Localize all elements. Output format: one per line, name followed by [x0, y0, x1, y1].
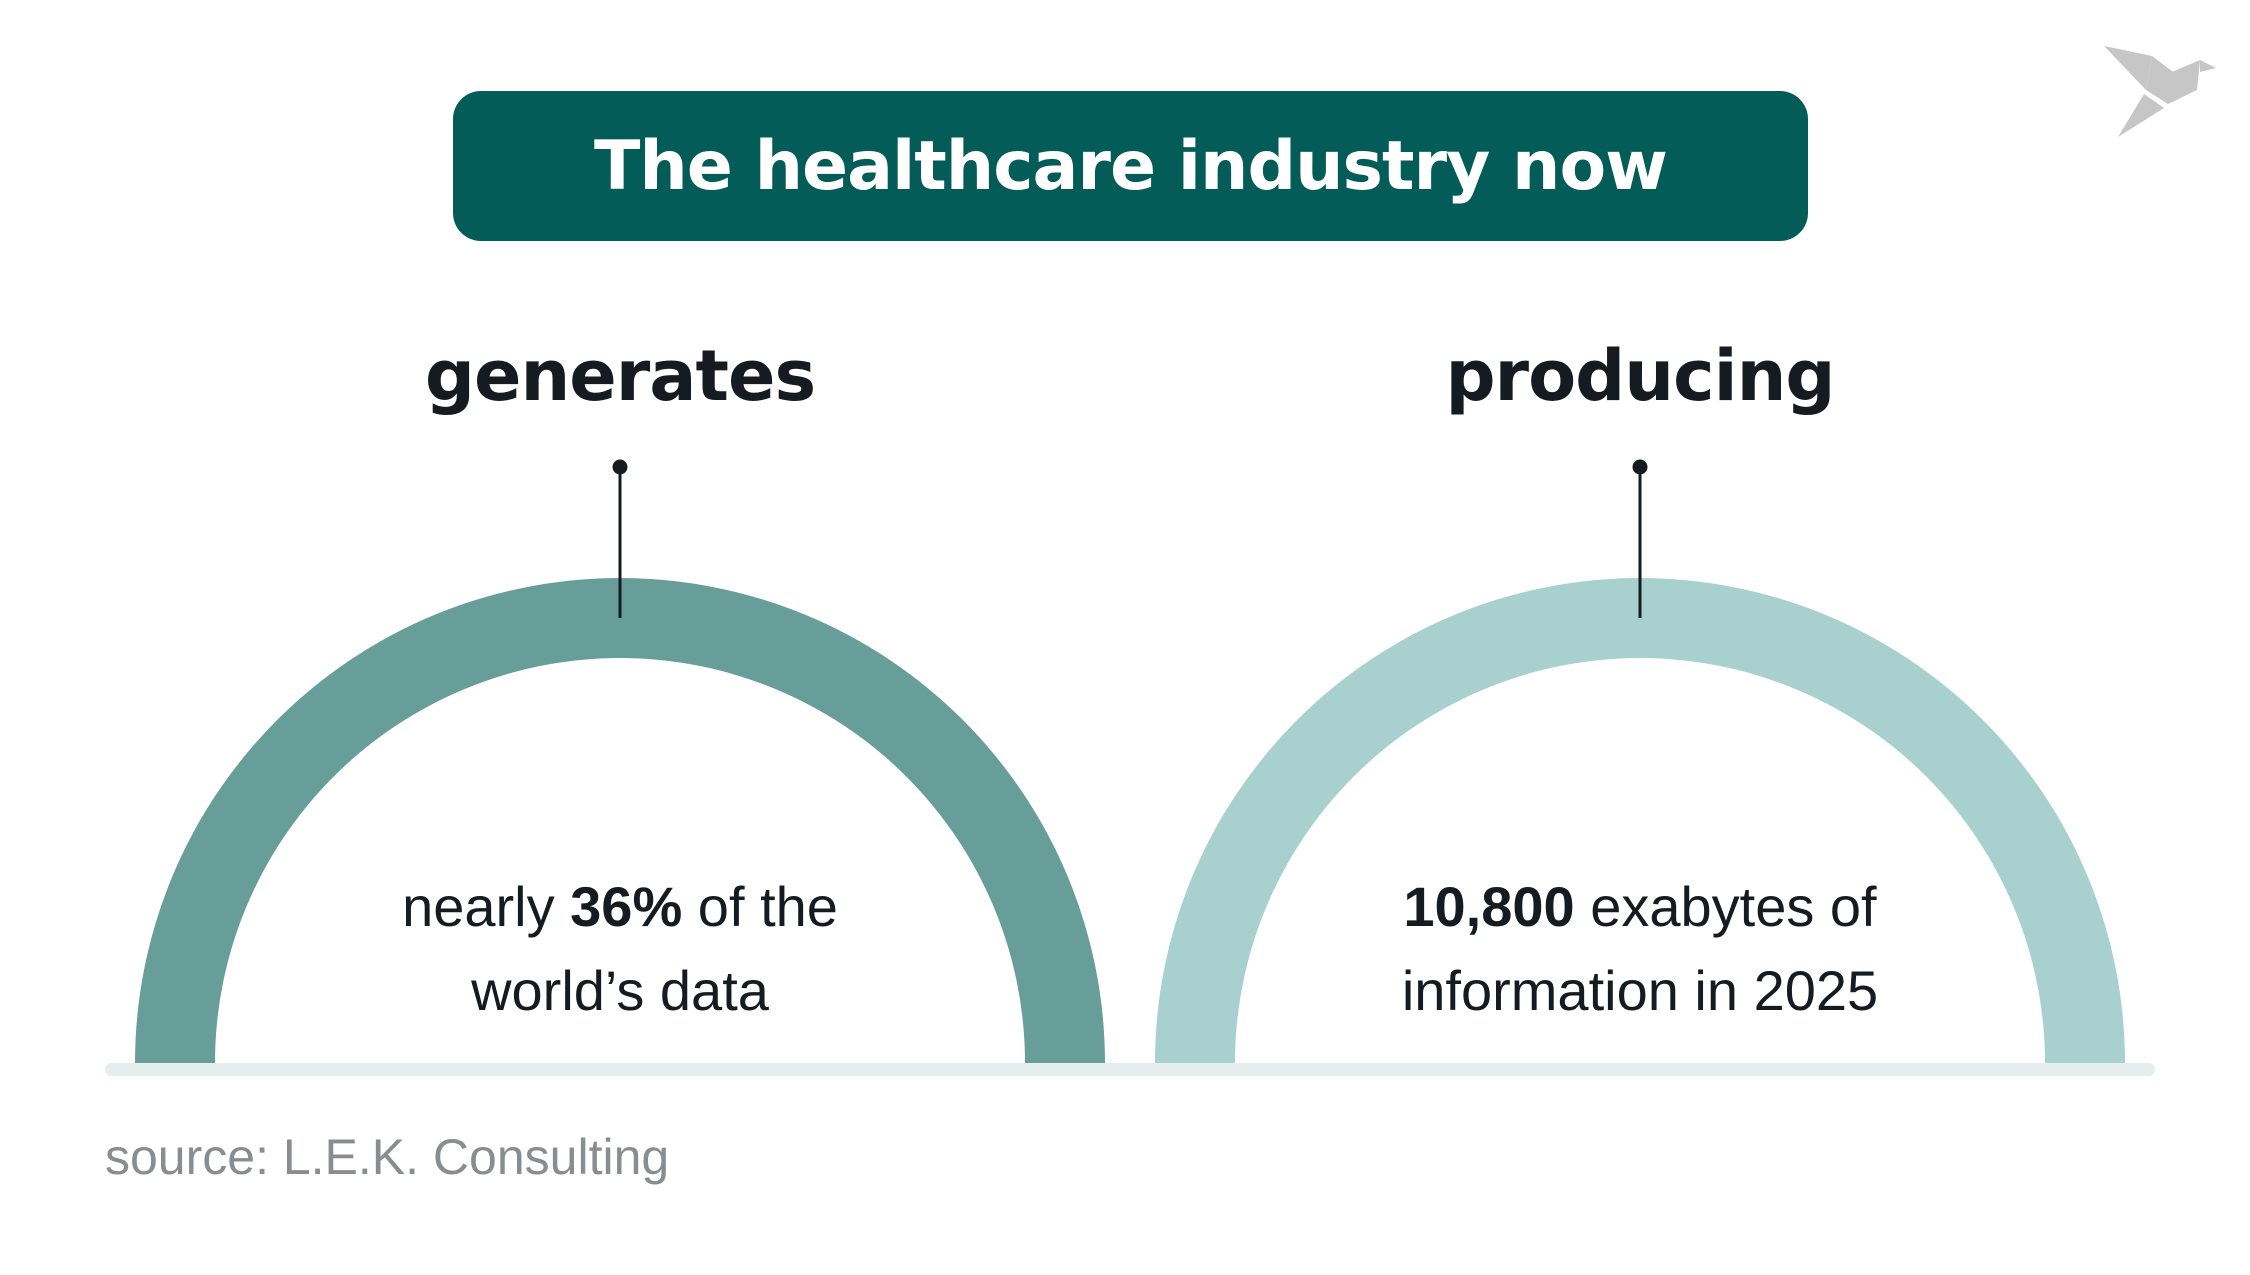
stat-text: exabytes of — [1574, 875, 1877, 938]
heading-producing: producing — [1445, 335, 1835, 417]
stat-value: 10,800 — [1403, 875, 1575, 938]
page-title: The healthcare industry now — [593, 126, 1668, 206]
arc-left — [135, 578, 1105, 1063]
stat-value: 36% — [570, 875, 683, 938]
title-banner: The healthcare industry now — [453, 91, 1808, 241]
origami-bird-icon — [2104, 46, 2216, 137]
pointer-dot-right — [1632, 459, 1648, 475]
heading-generates: generates — [424, 335, 816, 417]
arc-right — [1155, 578, 2125, 1063]
baseline-bar — [105, 1063, 2155, 1076]
source-note: source: L.E.K. Consulting — [105, 1129, 670, 1185]
stat-text: information in 2025 — [1401, 959, 1879, 1022]
stat-text: nearly — [402, 875, 571, 938]
stat-right: 10,800 exabytes of information in 2025 — [1290, 865, 1990, 1033]
pointer-dot-left — [612, 459, 628, 475]
stat-text: of the — [682, 875, 838, 938]
stat-text: world’s data — [471, 959, 769, 1022]
stat-left: nearly 36% of the world’s data — [270, 865, 970, 1033]
